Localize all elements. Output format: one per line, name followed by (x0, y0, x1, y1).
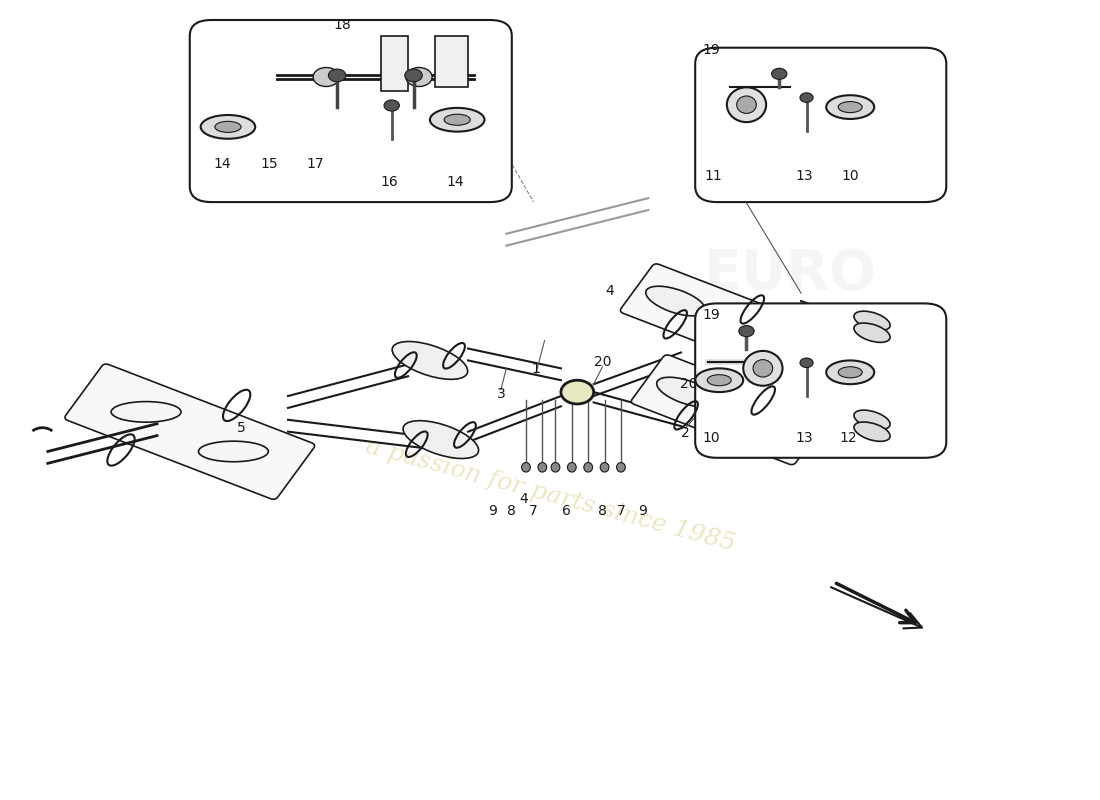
Ellipse shape (744, 351, 782, 386)
Text: 15: 15 (261, 157, 278, 171)
Ellipse shape (329, 69, 345, 82)
Ellipse shape (538, 462, 547, 472)
Ellipse shape (754, 360, 772, 377)
Text: 14: 14 (213, 157, 231, 171)
Ellipse shape (646, 286, 705, 316)
Ellipse shape (403, 421, 478, 458)
Ellipse shape (111, 402, 182, 422)
Ellipse shape (405, 69, 422, 82)
Ellipse shape (430, 108, 484, 132)
Ellipse shape (838, 102, 862, 113)
FancyBboxPatch shape (436, 36, 469, 87)
FancyBboxPatch shape (695, 303, 946, 458)
Ellipse shape (826, 361, 875, 384)
Ellipse shape (727, 87, 766, 122)
Text: 10: 10 (703, 431, 720, 445)
Text: 20: 20 (680, 377, 697, 391)
Text: 1: 1 (531, 362, 540, 376)
Ellipse shape (723, 318, 782, 347)
Ellipse shape (800, 93, 813, 102)
Text: 7: 7 (529, 504, 538, 518)
Ellipse shape (601, 462, 609, 472)
FancyBboxPatch shape (620, 264, 817, 374)
Ellipse shape (584, 462, 593, 472)
Text: 8: 8 (507, 504, 516, 518)
FancyBboxPatch shape (631, 355, 827, 465)
FancyBboxPatch shape (695, 48, 946, 202)
Ellipse shape (838, 366, 862, 378)
Text: 4: 4 (606, 284, 615, 298)
Ellipse shape (800, 358, 813, 367)
Text: 3: 3 (496, 387, 505, 402)
Ellipse shape (444, 114, 471, 126)
Ellipse shape (384, 100, 399, 111)
Text: 19: 19 (703, 43, 720, 57)
Ellipse shape (854, 422, 890, 442)
Text: 6: 6 (562, 504, 571, 518)
Text: 12: 12 (839, 431, 857, 445)
Ellipse shape (739, 326, 755, 337)
Ellipse shape (854, 323, 890, 342)
Text: 8: 8 (598, 504, 607, 518)
Text: 4: 4 (519, 492, 528, 506)
Ellipse shape (314, 67, 339, 86)
Text: EURO
PARTS: EURO PARTS (692, 247, 889, 363)
Text: a passion for parts since 1985: a passion for parts since 1985 (363, 434, 737, 555)
Text: 9: 9 (638, 504, 647, 518)
Ellipse shape (854, 311, 890, 330)
Text: 13: 13 (795, 169, 813, 183)
Ellipse shape (214, 122, 241, 133)
Ellipse shape (406, 67, 432, 86)
Text: 19: 19 (703, 307, 720, 322)
Text: 11: 11 (705, 169, 723, 183)
Text: 20: 20 (594, 355, 612, 369)
FancyBboxPatch shape (189, 20, 512, 202)
FancyBboxPatch shape (65, 364, 315, 499)
Ellipse shape (561, 380, 594, 404)
Text: 17: 17 (307, 157, 324, 171)
Ellipse shape (771, 68, 786, 79)
Ellipse shape (200, 115, 255, 138)
Text: 16: 16 (381, 174, 398, 189)
Ellipse shape (854, 410, 890, 430)
Ellipse shape (568, 462, 576, 472)
Ellipse shape (198, 441, 268, 462)
Ellipse shape (617, 462, 625, 472)
Text: 5: 5 (236, 421, 245, 434)
Ellipse shape (551, 462, 560, 472)
FancyBboxPatch shape (381, 36, 408, 91)
Ellipse shape (826, 95, 875, 119)
Text: 2: 2 (681, 426, 690, 440)
Ellipse shape (392, 342, 468, 379)
Ellipse shape (657, 378, 716, 407)
Text: 13: 13 (795, 431, 813, 445)
Ellipse shape (737, 96, 757, 114)
Text: 7: 7 (617, 504, 625, 518)
Ellipse shape (707, 374, 732, 386)
Ellipse shape (733, 409, 793, 438)
Ellipse shape (695, 368, 744, 392)
Text: 9: 9 (487, 504, 496, 518)
Text: 14: 14 (447, 174, 464, 189)
Ellipse shape (521, 462, 530, 472)
Text: 10: 10 (842, 169, 859, 183)
Text: 18: 18 (333, 18, 352, 32)
